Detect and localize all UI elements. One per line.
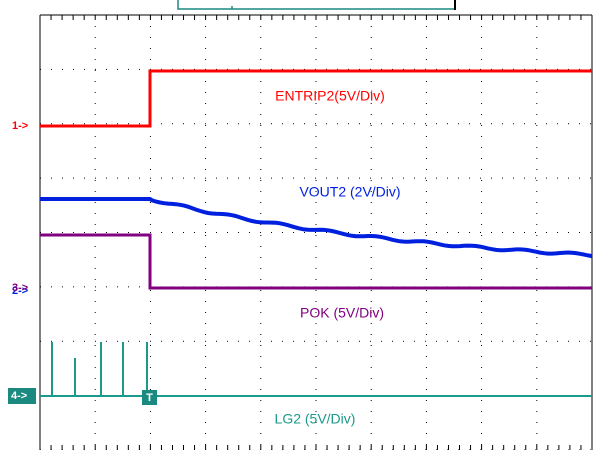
channel-label: POK (5V/Div): [300, 305, 384, 321]
trace-pok: [40, 233, 592, 290]
channel-label: VOUT2 (2V/Div): [299, 184, 400, 200]
channel-marker: 2->: [12, 285, 28, 297]
channel-label: ENTRIP2(5V/Div): [275, 88, 385, 104]
trace-entrip2: [40, 69, 592, 128]
trace-vout2: [40, 197, 593, 259]
trigger-box: [142, 390, 157, 405]
channel-label: LG2 (5V/Div): [275, 411, 356, 427]
trace-lg2: [40, 342, 592, 397]
channel-marker-box: [8, 388, 36, 404]
trigger-marker: T: [146, 392, 153, 404]
channel-marker: 4->: [11, 390, 27, 402]
channel-marker: 1->: [12, 120, 28, 132]
channel-marker: 3->: [12, 282, 28, 294]
